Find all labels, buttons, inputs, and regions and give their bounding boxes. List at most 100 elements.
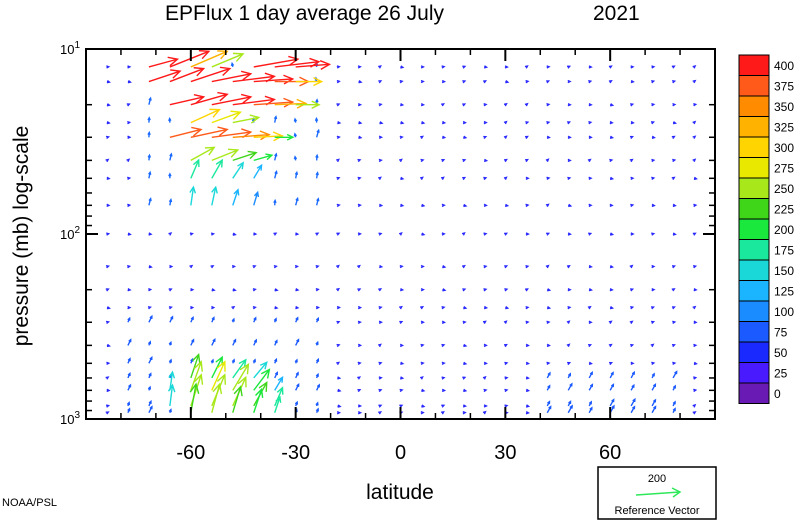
flux-vector (400, 203, 405, 208)
flux-vector (629, 288, 635, 292)
flux-vector-strong (211, 110, 242, 124)
flux-vector (546, 176, 551, 181)
flux-vector (315, 288, 320, 292)
flux-vector (693, 376, 698, 380)
y-tick-label: 102 (60, 225, 80, 242)
flux-vector-strong (190, 158, 200, 179)
flux-vector (106, 203, 111, 208)
flux-vector (630, 232, 635, 236)
flux-vector (692, 265, 698, 269)
flux-vector-strong (148, 69, 182, 83)
flux-vector (336, 264, 340, 269)
flux-vector (546, 371, 551, 379)
flux-vector (295, 305, 300, 310)
flux-vector (672, 102, 677, 107)
flux-vector (461, 232, 466, 236)
colorbar-label: 25 (774, 367, 788, 381)
flux-vector (441, 232, 446, 236)
flux-vector (419, 376, 424, 380)
flux-vector (630, 343, 635, 348)
colorbar-label: 375 (774, 80, 794, 94)
flux-vector (231, 264, 237, 269)
colorbar-swatch (738, 300, 770, 322)
flux-vector (126, 103, 131, 107)
flux-vector (378, 158, 383, 163)
colorbar-swatch (738, 341, 770, 363)
colorbar-swatch (738, 116, 770, 138)
flux-vector (399, 320, 404, 325)
flux-vector (253, 338, 257, 346)
flux-vector (337, 376, 342, 380)
colorbar-swatch (738, 362, 770, 384)
flux-vector (399, 305, 403, 310)
flux-vector (378, 135, 384, 139)
flux-vector (105, 288, 110, 292)
flux-vector (608, 65, 613, 69)
flux-vector (420, 264, 425, 269)
flux-vector (126, 264, 132, 269)
flux-vector (629, 264, 634, 269)
flux-vector (169, 264, 174, 269)
flux-vector-strong (274, 98, 308, 109)
flux-vector (168, 306, 173, 310)
flux-vector (210, 232, 216, 236)
flux-vector (230, 61, 235, 68)
flux-vector (421, 232, 426, 236)
flux-vector (588, 102, 593, 107)
flux-vector (462, 158, 467, 163)
flux-vector (672, 407, 676, 414)
flux-vector (295, 338, 300, 346)
flux-vector (105, 320, 111, 325)
flux-vector-strong (190, 66, 232, 83)
flux-vector-strong (167, 383, 176, 407)
flux-vector-strong (211, 382, 223, 413)
flux-vector (420, 102, 426, 107)
flux-vector (462, 320, 467, 324)
flux-vector (693, 287, 698, 292)
flux-vector-strong (189, 185, 197, 206)
flux-vector (504, 265, 509, 269)
flux-vector (671, 176, 676, 181)
flux-vector (609, 176, 615, 181)
flux-vector (588, 383, 594, 391)
flux-vector (503, 158, 508, 163)
flux-vector (420, 343, 425, 348)
flux-vector (127, 176, 132, 181)
flux-vector-strong (232, 114, 261, 124)
flux-vector-strong (169, 67, 206, 83)
chart-year: 2021 (593, 2, 640, 25)
flux-vector (147, 306, 152, 310)
colorbar-label: 325 (774, 121, 794, 135)
flux-vector (336, 158, 340, 163)
flux-vector (399, 343, 405, 348)
flux-vector (147, 340, 152, 346)
flux-vector (420, 158, 425, 163)
flux-vector (127, 371, 131, 379)
flux-vector (693, 343, 698, 348)
flux-vector (232, 232, 237, 236)
flux-vector (610, 103, 615, 107)
flux-vector (127, 357, 131, 364)
flux-vector (231, 358, 235, 364)
flux-vector (147, 116, 151, 123)
flux-vector (442, 264, 447, 269)
flux-vector (357, 65, 362, 69)
flux-vector (147, 385, 152, 391)
flux-vector (588, 135, 593, 139)
flux-vector (337, 120, 342, 125)
flux-vector (567, 79, 572, 84)
flux-vector (378, 404, 383, 408)
flux-vector (461, 264, 466, 269)
x-tick-label: 30 (494, 442, 516, 464)
flux-vector (483, 361, 488, 366)
flux-vector (400, 376, 405, 380)
flux-vector (693, 320, 698, 324)
flux-vector (336, 232, 341, 236)
flux-vector (126, 158, 131, 163)
flux-vector (169, 315, 174, 323)
flux-vector (314, 116, 319, 123)
flux-vector (105, 265, 111, 269)
flux-vector (503, 102, 508, 107)
flux-vector (106, 80, 111, 84)
flux-vector (274, 357, 278, 364)
